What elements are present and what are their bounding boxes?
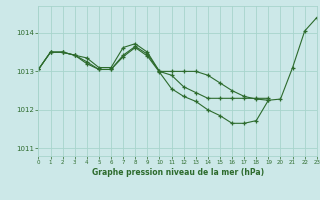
X-axis label: Graphe pression niveau de la mer (hPa): Graphe pression niveau de la mer (hPa)	[92, 168, 264, 177]
